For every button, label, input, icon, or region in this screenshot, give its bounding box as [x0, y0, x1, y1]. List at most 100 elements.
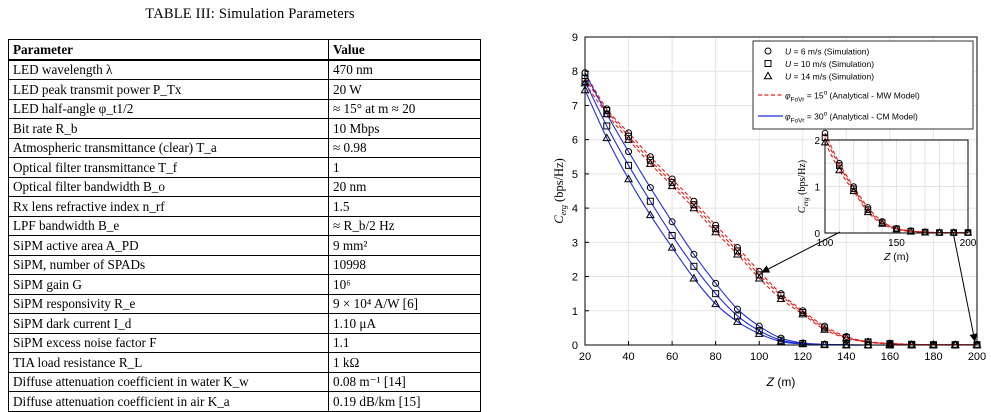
y-tick-label: 5 [572, 169, 578, 181]
value-cell: 10998 [328, 254, 481, 275]
table-row: LED peak transmit power P_Tx 20 W [8, 79, 481, 100]
x-tick-label: 80 [710, 351, 722, 363]
data-point-triangle [776, 336, 786, 345]
data-point-circle [625, 148, 633, 156]
table-row: Rx lens refractive index n_rf 1.5 [8, 196, 481, 217]
y-tick-label: 4 [572, 203, 578, 215]
data-point-square [668, 231, 676, 239]
data-point-triangle [820, 324, 830, 333]
data-point-square [690, 201, 698, 209]
data-point-triangle [667, 181, 677, 190]
data-point-triangle [667, 242, 677, 251]
inset-y-tick-label: 1 [814, 183, 820, 194]
data-point-square [603, 107, 611, 115]
legend-marker-square [764, 60, 772, 67]
data-point-circle [603, 110, 611, 118]
legend-marker-circle [764, 47, 772, 55]
inset-point-square [836, 162, 843, 169]
data-point-triangle [689, 273, 699, 282]
legend-entry: φFoVr = 15o (Analytical - MW Model) [785, 90, 920, 104]
inset-point-triangle [892, 224, 901, 233]
column-header: Value [328, 39, 481, 61]
data-point-circle [690, 250, 698, 258]
x-tick-label: 180 [924, 351, 942, 363]
data-point-triangle [732, 317, 742, 325]
inset-x-tick-label: 100 [817, 238, 834, 249]
inset-point-triangle [920, 228, 930, 236]
data-point-triangle [798, 309, 808, 318]
parameter-table: Parameter Value LED wavelength λ 470 nm LE… [8, 39, 481, 412]
value-cell: ≈ R_b/2 Hz [328, 215, 481, 236]
table-body: LED wavelength λ 470 nm LED peak transmit … [8, 59, 481, 412]
inset-point-triangle [835, 165, 844, 174]
inset-point-triangle [877, 219, 887, 227]
data-point-triangle [754, 273, 764, 282]
y-tick-label: 3 [572, 237, 578, 249]
inset-arrow-right [952, 231, 978, 342]
table-row: SiPM active area A_PD 9 mm² [8, 235, 481, 256]
data-point-triangle [820, 340, 830, 348]
data-point-circle [646, 184, 654, 192]
parameter-cell: SiPM, number of SPADs [8, 254, 329, 275]
data-point-square [712, 290, 720, 298]
table-row: Optical filter bandwidth B_o 20 nm [8, 176, 481, 197]
data-point-square [821, 324, 829, 332]
data-point-square [690, 262, 698, 270]
inset-point-triangle [863, 207, 873, 216]
table-row: LPF bandwidth B_e ≈ R_b/2 Hz [8, 215, 481, 236]
parameter-cell: Diffuse attenuation coefficient in water… [8, 371, 329, 392]
x-tick-label: 120 [794, 351, 812, 363]
inset-x-tick-label: 150 [888, 238, 905, 249]
data-point-triangle [776, 294, 786, 302]
data-point-circle [712, 279, 720, 287]
inset-y-tick-label: 2 [814, 136, 820, 147]
table-row: LED wavelength λ 470 nm [8, 59, 481, 80]
plot-frame [584, 36, 978, 346]
chart-legend: U = 6 m/s (Simulation) U = 10 m/s (Simula… [752, 40, 974, 130]
data-point-triangle [732, 249, 742, 258]
inset-x-axis-label: Z (m) [883, 251, 909, 263]
legend-box [752, 40, 974, 130]
inset-arrow-left [761, 231, 841, 273]
data-point-square [733, 247, 741, 255]
inset-point-triangle [849, 186, 858, 195]
inset-point-circle [821, 129, 829, 137]
data-point-square [625, 161, 633, 169]
data-point-triangle [645, 210, 655, 219]
data-point-square [668, 178, 676, 186]
parameter-cell: TIA load resistance R_L [8, 352, 329, 373]
inset-point-square [850, 185, 857, 193]
data-point-circle [668, 218, 676, 226]
x-tick-label: 40 [622, 351, 634, 363]
data-point-circle [733, 305, 741, 313]
y-tick-label: 8 [572, 66, 578, 78]
legend-entry: U = 10 m/s (Simulation) [785, 59, 874, 69]
table-row: TIA load resistance R_L 1 kΩ [8, 352, 481, 373]
data-point-triangle [885, 339, 895, 348]
data-point-square [755, 327, 763, 335]
y-tick-label: 7 [572, 100, 578, 112]
table-header-row: Parameter Value [8, 39, 481, 61]
data-point-square [646, 156, 654, 164]
parameter-cell: LED half-angle φ_t1/2 [8, 98, 329, 119]
x-tick-label: 100 [750, 351, 768, 363]
table-row: SiPM responsivity R_e 9 × 10⁴ A/W [6] [8, 293, 481, 314]
legend-entry: φFoVr = 30o (Analytical - CM Model) [785, 111, 918, 125]
column-header: Parameter [8, 39, 329, 61]
data-point-triangle [624, 135, 634, 143]
value-cell: ≈ 0.98 [328, 137, 481, 158]
x-axis-label: Z (m) [766, 375, 796, 389]
data-point-square [755, 271, 763, 279]
table-title: TABLE III: Simulation Parameters [145, 6, 355, 22]
x-tick-label: 20 [579, 351, 591, 363]
legend-entry: U = 6 m/s (Simulation) [785, 47, 869, 57]
table-row: LED half-angle φ_t1/2 ≈ 15° at m ≈ 20 [8, 98, 481, 119]
inset-point-triangle [906, 227, 916, 235]
y-tick-label: 6 [572, 135, 578, 147]
data-point-triangle [711, 227, 721, 236]
inset-x-tick-label: 200 [960, 238, 977, 249]
data-point-triangle [602, 133, 612, 142]
data-point-square [603, 122, 611, 130]
y-tick-label: 1 [572, 306, 578, 318]
